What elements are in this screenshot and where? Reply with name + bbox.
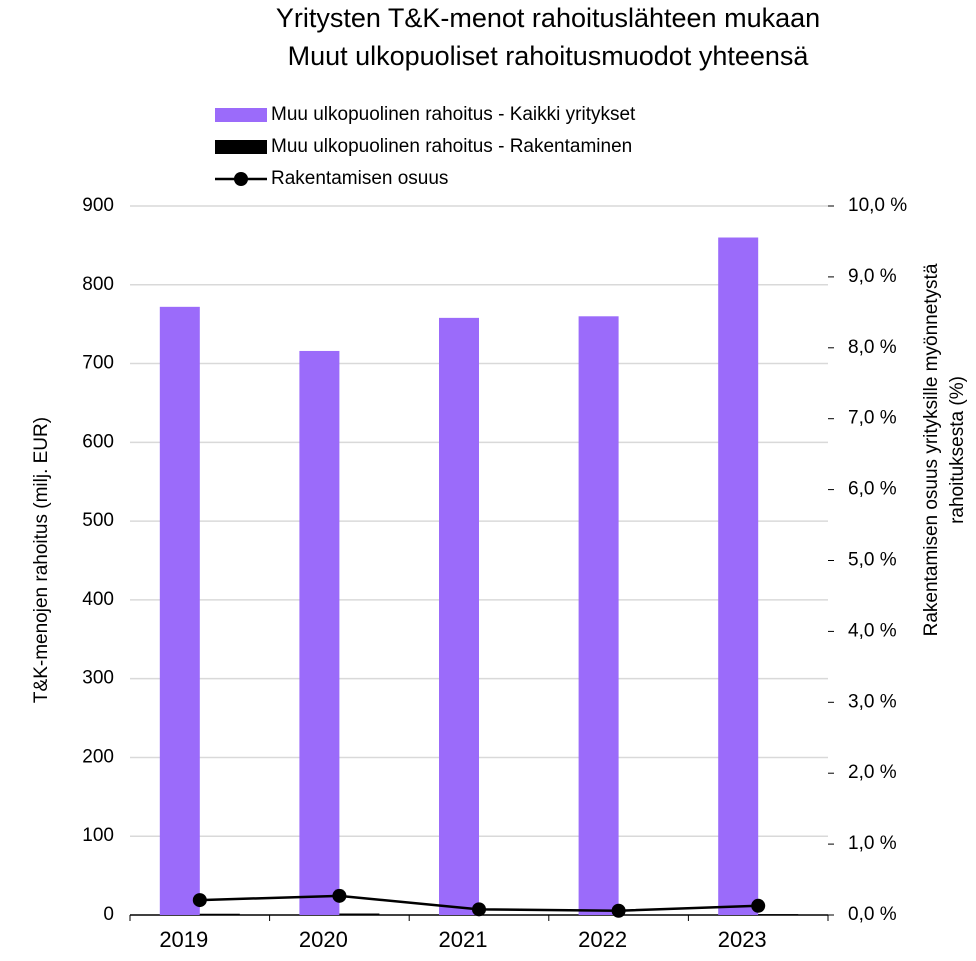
bar <box>199 913 240 915</box>
legend-swatch <box>215 108 267 122</box>
line-marker <box>611 903 626 918</box>
y2-tick-label: 3,0 % <box>848 691 897 712</box>
y-tick-label: 700 <box>82 353 114 374</box>
y2-tick-label: 2,0 % <box>848 762 897 783</box>
legend-swatch <box>215 140 267 154</box>
x-tick-label: 2020 <box>299 927 348 952</box>
y2-tick-label: 6,0 % <box>848 479 897 500</box>
y-tick-label: 200 <box>82 746 114 767</box>
bar <box>299 350 340 915</box>
y-tick-label: 600 <box>82 431 114 452</box>
x-tick-label: 2021 <box>439 927 488 952</box>
y2-tick-label: 10,0 % <box>848 195 907 216</box>
legend-marker <box>234 172 248 186</box>
bar <box>758 914 799 915</box>
chart-title: Yritysten T&K-menot rahoituslähteen muka… <box>276 3 820 33</box>
bar <box>339 913 380 915</box>
y-tick-label: 400 <box>82 589 114 610</box>
y-tick-label: 300 <box>82 668 114 689</box>
line-marker <box>332 888 347 903</box>
legend-label: Rakentamisen osuus <box>271 168 448 189</box>
line-marker <box>751 898 766 913</box>
y-tick-label: 0 <box>103 904 114 925</box>
y2-tick-label: 1,0 % <box>848 833 897 854</box>
y2-tick-label: 0,0 % <box>848 904 897 925</box>
line-marker <box>192 893 207 908</box>
bar <box>439 317 479 915</box>
y-tick-label: 900 <box>82 195 114 216</box>
y2-tick-label: 4,0 % <box>848 620 897 641</box>
line-marker <box>472 902 486 917</box>
y2-tick-label: 8,0 % <box>848 337 897 358</box>
y2-tick-label: 5,0 % <box>848 550 897 571</box>
legend-label: Muu ulkopuolinen rahoitus - Kaikki yrity… <box>271 104 636 125</box>
y-tick-label: 500 <box>82 510 114 531</box>
y2-axis-label: Rakentamisen osuus yrityksille myönnetys… <box>921 263 942 636</box>
chart-subtitle: Muut ulkopuoliset rahoitusmuodot yhteens… <box>288 41 810 71</box>
x-tick-label: 2019 <box>159 927 208 952</box>
bar <box>159 306 200 915</box>
y-axis-label: T&K-menojen rahoitus (milj. EUR) <box>31 417 52 703</box>
x-tick-label: 2023 <box>718 927 767 952</box>
bar <box>718 237 759 915</box>
legend-label: Muu ulkopuolinen rahoitus - Rakentaminen <box>271 136 632 157</box>
x-tick-label: 2022 <box>578 927 627 952</box>
bar <box>578 316 619 915</box>
y-tick-label: 800 <box>82 274 114 295</box>
y2-tick-label: 7,0 % <box>848 408 897 429</box>
y2-tick-label: 9,0 % <box>848 266 897 287</box>
y-tick-label: 100 <box>82 825 114 846</box>
y2-axis-label: rahoituksesta (%) <box>947 376 968 524</box>
